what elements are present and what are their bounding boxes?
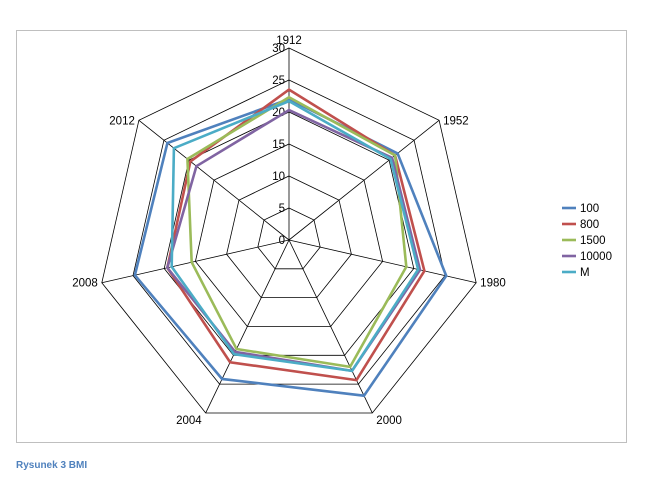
- category-label-2004: 2004: [176, 415, 202, 427]
- category-label-1952: 1952: [443, 115, 469, 127]
- series-line-100: [133, 97, 448, 398]
- grid-ring-10: [226, 175, 352, 299]
- spoke-2008: [101, 239, 290, 284]
- category-label-1980: 1980: [480, 278, 506, 290]
- legend-label-10000: 10000: [580, 251, 612, 263]
- data-series: [133, 88, 448, 398]
- radial-tick-labels: 0 5 10 15 20 25 30: [272, 43, 285, 247]
- tick-label-0: 0: [279, 235, 285, 247]
- category-label-2012: 2012: [109, 115, 135, 127]
- legend: 100 800 1500 10000 M: [562, 203, 612, 279]
- spoke-2004: [205, 239, 290, 414]
- legend-label-100: 100: [580, 203, 599, 215]
- tick-label-25: 25: [272, 75, 285, 87]
- chart-area: [16, 30, 627, 443]
- category-label-2000: 2000: [376, 415, 402, 427]
- tick-label-15: 15: [272, 139, 285, 151]
- series-line-M: [170, 99, 420, 373]
- grid-ring-25: [132, 79, 446, 385]
- grid-ring-30: [101, 47, 477, 414]
- figure-caption: Rysunek 3 BMI: [16, 460, 88, 471]
- spoke-2012: [138, 119, 290, 241]
- category-labels: 1912 1952 1980 2000 2004 2008 2012: [72, 35, 506, 427]
- spoke-1980: [288, 239, 477, 284]
- legend-label-1500: 1500: [580, 235, 606, 247]
- series-line-800: [165, 88, 426, 382]
- spoke-1952: [288, 119, 440, 241]
- category-label-1912: 1912: [276, 35, 302, 47]
- tick-label-5: 5: [279, 203, 285, 215]
- legend-label-800: 800: [580, 219, 599, 231]
- grid-ring-15: [194, 143, 384, 327]
- grid-ring-20: [163, 111, 415, 356]
- tick-label-10: 10: [272, 171, 285, 183]
- tick-label-20: 20: [272, 107, 285, 119]
- category-label-2008: 2008: [72, 278, 98, 290]
- grid-ring-5: [257, 207, 321, 270]
- spoke-2000: [288, 239, 373, 414]
- tick-label-30: 30: [272, 43, 285, 55]
- legend-label-M: M: [580, 267, 590, 279]
